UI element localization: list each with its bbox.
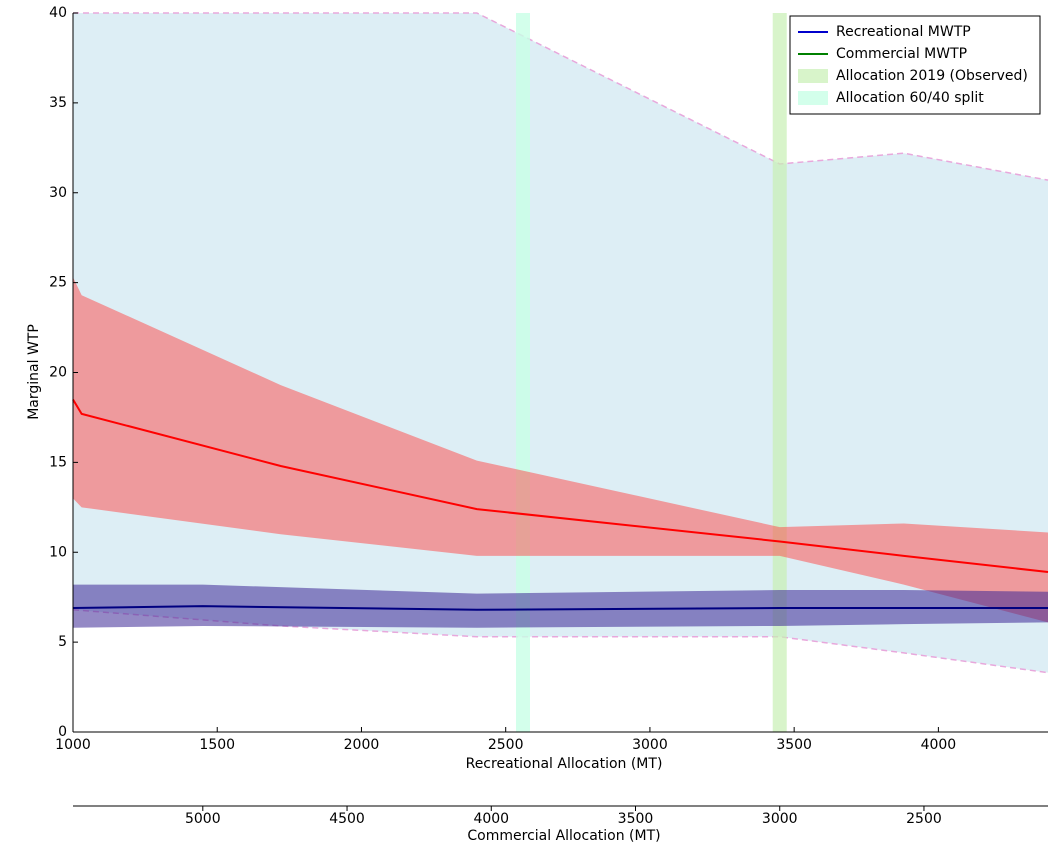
ci-band	[73, 584, 1048, 628]
legend-label: Commercial MWTP	[836, 46, 967, 62]
legend-swatch	[798, 91, 828, 105]
y-tick-label: 0	[58, 724, 67, 740]
y-tick-label: 35	[49, 95, 67, 111]
legend-label: Recreational MWTP	[836, 24, 971, 40]
mean-line	[72, 398, 1049, 574]
y-tick-label: 40	[49, 5, 67, 21]
x-tick-label: 3000	[632, 737, 668, 753]
x-tick-label: 2500	[488, 737, 524, 753]
mean-line	[72, 605, 1048, 611]
legend-label: Allocation 2019 (Observed)	[836, 68, 1028, 84]
y-axis-label: Marginal WTP	[26, 324, 42, 420]
legend-label: Allocation 60/40 split	[836, 90, 984, 106]
x2-axis-label: Commercial Allocation (MT)	[467, 828, 660, 844]
y-tick-label: 25	[49, 275, 67, 291]
x2-tick-label: 5000	[185, 811, 221, 827]
x-tick-label: 3500	[776, 737, 812, 753]
legend-swatch	[798, 69, 828, 83]
x2-tick-label: 4500	[329, 811, 365, 827]
x2-tick-label: 3500	[618, 811, 654, 827]
x-axis-label: Recreational Allocation (MT)	[466, 756, 663, 772]
upper-bound-line	[73, 12, 1049, 181]
y-tick-label: 30	[49, 185, 67, 201]
x-tick-label: 1000	[55, 737, 91, 753]
ci-band	[73, 277, 1048, 623]
x-tick-label: 2000	[344, 737, 380, 753]
y-tick-label: 5	[58, 634, 67, 650]
y-tick-label: 20	[49, 365, 67, 381]
x2-tick-label: 4000	[473, 811, 509, 827]
x2-tick-label: 3000	[762, 811, 798, 827]
x-tick-label: 1500	[199, 737, 235, 753]
x-tick-label: 4000	[921, 737, 957, 753]
legend-box	[789, 15, 1041, 115]
y-tick-label: 10	[49, 544, 67, 560]
x2-tick-label: 2500	[906, 811, 942, 827]
y-tick-label: 15	[49, 454, 67, 470]
